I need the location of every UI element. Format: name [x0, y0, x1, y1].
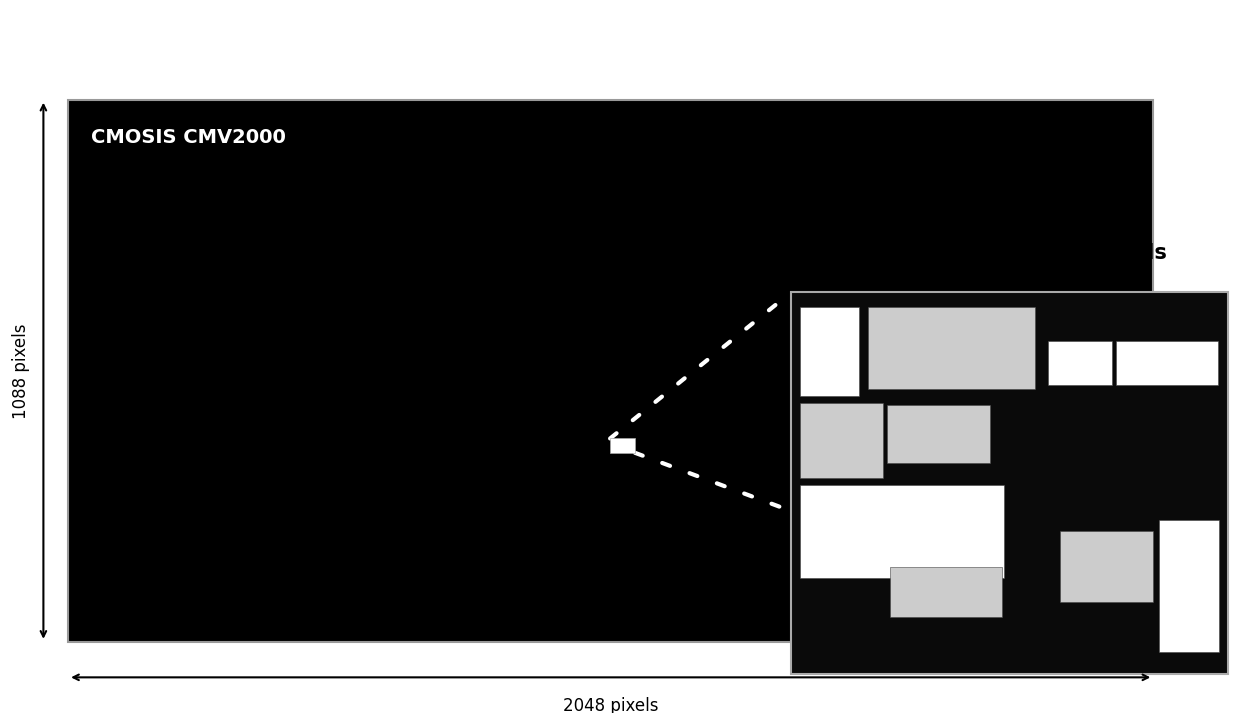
Bar [800, 403, 883, 478]
Bar [610, 438, 635, 453]
Bar [1159, 520, 1219, 652]
Bar [800, 485, 1004, 578]
Bar [1048, 341, 1112, 385]
Bar [68, 100, 1153, 642]
Bar [887, 405, 990, 463]
Text: 2048 pixels: 2048 pixels [563, 697, 658, 713]
Bar [1116, 341, 1218, 385]
Text: 1088 pixels: 1088 pixels [12, 323, 30, 419]
Text: CMOSIS CMV2000: CMOSIS CMV2000 [91, 128, 285, 148]
Bar [890, 567, 1002, 617]
Bar [791, 292, 1228, 674]
Bar [800, 307, 859, 396]
Bar [1060, 531, 1153, 602]
Text: 5x5 mosaic = 25 bands: 5x5 mosaic = 25 bands [895, 243, 1167, 263]
Bar [868, 307, 1035, 389]
